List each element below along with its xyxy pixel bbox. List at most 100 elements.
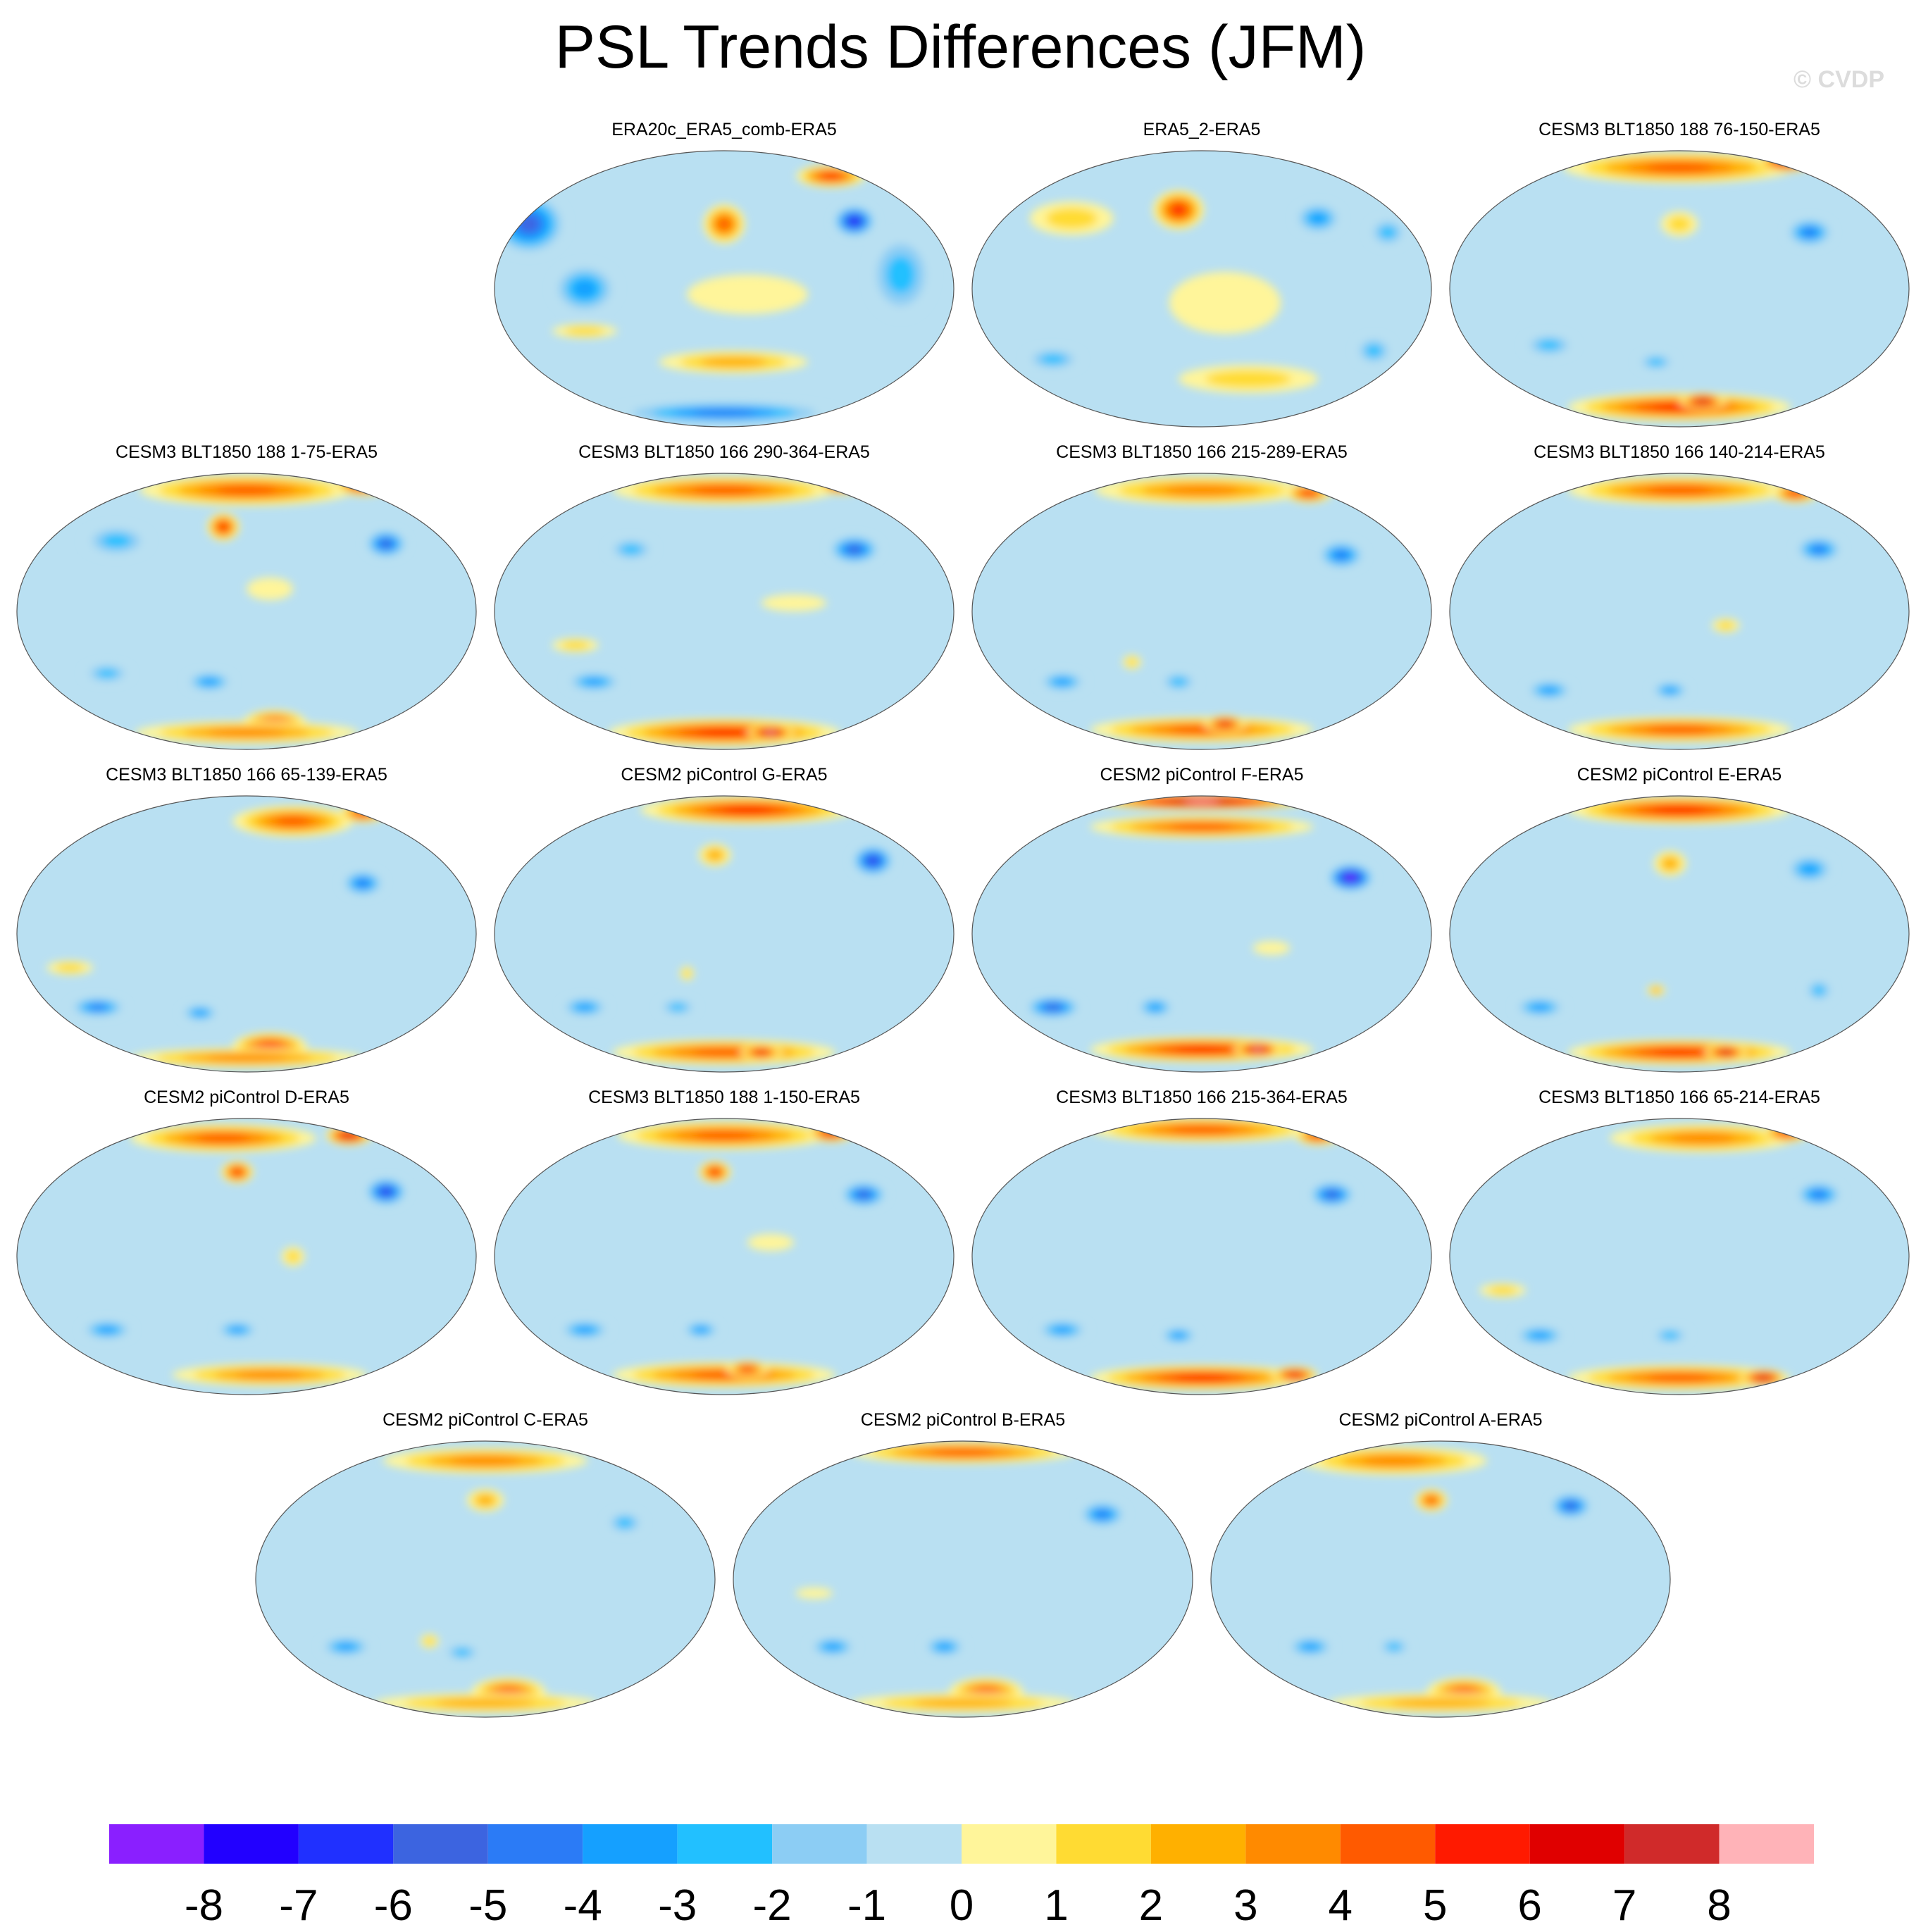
contour-region: [285, 1250, 301, 1263]
contour-region: [561, 640, 590, 650]
contour-region: [435, 1698, 535, 1708]
colorbar-box: [866, 1824, 962, 1864]
map-plot: [1449, 795, 1910, 1073]
contour-region: [1541, 687, 1558, 694]
colorbar-label: -5: [468, 1881, 508, 1930]
contour-region: [219, 523, 228, 530]
contour-region: [520, 216, 538, 232]
contour-region: [1647, 1373, 1712, 1382]
contour-region: [55, 963, 85, 973]
contour-region: [1781, 160, 1792, 164]
panel-title: CESM2 piControl F-ERA5: [1100, 765, 1304, 785]
contour-region: [1698, 399, 1708, 404]
contour-region: [584, 678, 604, 685]
contour-region: [1334, 551, 1348, 559]
colorbar-box: [772, 1824, 867, 1864]
contour-region: [353, 480, 373, 489]
colorbar-label: 2: [1138, 1881, 1164, 1930]
map-background: [972, 796, 1431, 1072]
contour-region: [761, 594, 827, 611]
contour-region: [1774, 158, 1798, 166]
map-plot: [971, 795, 1432, 1073]
contour-region: [1326, 1191, 1338, 1198]
map-background: [17, 796, 476, 1072]
contour-region: [1040, 354, 1066, 365]
contour-region: [1174, 1046, 1229, 1053]
panel-title: ERA5_2-ERA5: [1143, 120, 1261, 139]
map-plot: [1449, 1118, 1910, 1395]
map-outline: [494, 473, 955, 750]
map-panel: CESM3 BLT1850 166 215-289-ERA5: [969, 442, 1434, 752]
contour-region: [197, 1134, 250, 1142]
colorbar-box: [298, 1824, 394, 1864]
contour-region: [821, 476, 860, 493]
contour-region: [822, 173, 840, 179]
contour-region: [700, 356, 767, 368]
colorbar-box: [487, 1824, 583, 1864]
map-panel: CESM2 piControl D-ERA5: [14, 1087, 479, 1397]
contour-region: [1205, 370, 1291, 388]
contour-region: [1803, 228, 1817, 237]
contour-region: [831, 480, 850, 489]
map-outline: [971, 795, 1432, 1073]
contour-region: [1647, 725, 1712, 734]
map-background: [1450, 151, 1909, 427]
map-plot: [494, 150, 955, 428]
map-panel: CESM3 BLT1850 166 215-364-ERA5: [969, 1087, 1434, 1397]
contour-region: [206, 1054, 287, 1061]
contour-region: [1365, 344, 1382, 357]
contour-region: [1379, 226, 1396, 239]
contour-region: [616, 1517, 633, 1528]
panel-title: CESM3 BLT1850 188 1-150-ERA5: [588, 1087, 860, 1107]
colorbar-label: -6: [373, 1881, 413, 1930]
contour-region: [694, 1326, 708, 1333]
map-outline: [16, 795, 477, 1073]
map-background: [495, 1118, 954, 1395]
contour-region: [201, 678, 218, 685]
contour-region: [1670, 1133, 1735, 1143]
colorbar-label: 5: [1422, 1881, 1448, 1930]
contour-region: [1171, 1332, 1186, 1339]
map-panel: CESM3 BLT1850 188 76-150-ERA5: [1447, 120, 1912, 430]
contour-region: [1303, 490, 1314, 496]
contour-region: [1164, 485, 1239, 495]
colorbar-box: [1340, 1824, 1436, 1864]
map-plot: [971, 1118, 1432, 1395]
contour-region: [1053, 1326, 1071, 1333]
contour-region: [1252, 941, 1291, 955]
map-outline: [1210, 1440, 1671, 1718]
contour-region: [576, 1326, 594, 1333]
contour-region: [1662, 1331, 1679, 1340]
colorbar-box: [1150, 1824, 1246, 1864]
contour-region: [1647, 486, 1712, 494]
contour-region: [683, 968, 692, 978]
map-outline: [16, 1118, 477, 1395]
contour-region: [687, 275, 808, 314]
panel-title: CESM3 BLT1850 166 290-364-ERA5: [578, 442, 870, 462]
contour-region: [747, 1234, 794, 1251]
contour-region: [937, 1643, 952, 1650]
map-outline: [494, 1118, 955, 1395]
contour-region: [1652, 987, 1660, 993]
contour-region: [1531, 1332, 1549, 1339]
contour-region: [356, 482, 369, 487]
contour-region: [692, 1048, 757, 1057]
contour-region: [349, 479, 376, 490]
map-outline: [1449, 795, 1910, 1073]
contour-region: [1648, 358, 1665, 366]
map-panel: CESM3 BLT1850 166 65-139-ERA5: [14, 765, 479, 1075]
contour-region: [1812, 545, 1826, 554]
map-outline: [1449, 473, 1910, 750]
contour-region: [1310, 213, 1326, 224]
contour-region: [1426, 1497, 1436, 1504]
map-outline: [1449, 1118, 1910, 1395]
contour-region: [576, 1004, 593, 1011]
map-plot: [16, 795, 477, 1073]
contour-region: [850, 218, 859, 225]
contour-region: [1717, 621, 1735, 630]
contour-region: [101, 534, 131, 548]
map-panel: CESM2 piControl G-ERA5: [492, 765, 957, 1075]
colorbar-box: [109, 1824, 204, 1864]
map-panel: CESM2 piControl E-ERA5: [1447, 765, 1912, 1075]
contour-region: [337, 1643, 355, 1650]
